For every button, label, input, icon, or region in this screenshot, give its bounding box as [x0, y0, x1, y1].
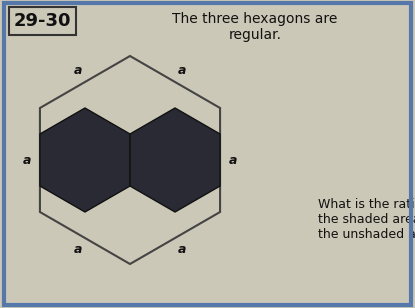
Text: The three hexagons are
regular.: The three hexagons are regular.	[172, 12, 338, 42]
Polygon shape	[130, 108, 220, 212]
Text: What is the ratio of
the shaded area to
the unshaded area?: What is the ratio of the shaded area to …	[318, 198, 415, 241]
Text: a: a	[177, 243, 186, 256]
Text: a: a	[23, 153, 31, 167]
Text: a: a	[74, 64, 83, 77]
Text: a: a	[74, 243, 83, 256]
Text: a: a	[177, 64, 186, 77]
Text: a: a	[229, 153, 237, 167]
Text: 29-30: 29-30	[14, 12, 71, 30]
Polygon shape	[40, 56, 220, 264]
Polygon shape	[40, 108, 130, 212]
